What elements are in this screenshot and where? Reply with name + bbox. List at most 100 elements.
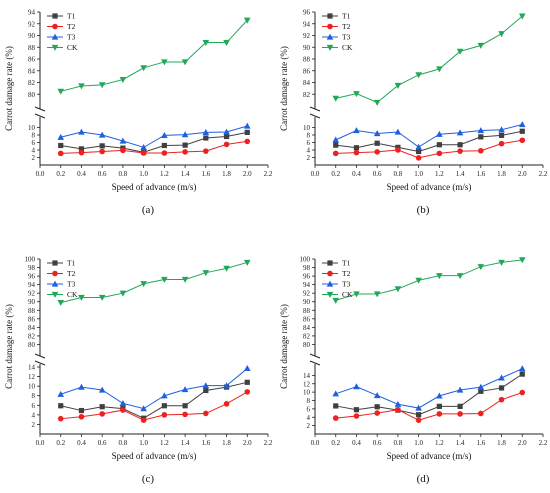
x-tick-label: 1.0 [139, 170, 148, 178]
y-tick-label: 14 [303, 372, 311, 380]
axis-break-mark [34, 360, 46, 366]
data-point-ck [332, 297, 340, 304]
y-tick-label: 90 [303, 44, 311, 52]
x-tick-label: 2.0 [518, 439, 527, 447]
legend-marker [51, 280, 59, 287]
x-tick-label: 1.6 [201, 439, 210, 447]
data-point-t1 [374, 140, 380, 146]
x-tick-label: 0.2 [331, 439, 340, 447]
x-tick-label: 0.0 [36, 439, 45, 447]
data-point-ck [415, 277, 422, 284]
legend-label: T1 [342, 259, 351, 268]
data-point-t3 [57, 390, 65, 397]
y-tick-label: 90 [28, 32, 36, 40]
axis-break [34, 353, 46, 366]
data-point-t2 [353, 413, 360, 419]
data-point-t1 [416, 412, 422, 418]
x-tick-label: 1.6 [476, 170, 485, 178]
legend-label: T1 [342, 12, 351, 21]
data-point-t2 [161, 150, 168, 156]
data-point-t3 [140, 405, 147, 412]
chart-panel-a: 80 82 84 86 88 90 92 94 2 4 6 8 10 0.0 0.2 0.4 0.6 0.8 1.0… [0, 0, 275, 246]
data-point-ck [78, 83, 85, 90]
series-t3 [332, 121, 526, 150]
data-point-t3 [373, 392, 381, 399]
x-tick-label: 1.4 [456, 439, 465, 447]
x-tick-label: 0.8 [394, 170, 403, 178]
y-tick-label: 10 [28, 383, 36, 391]
series-t3 [57, 365, 251, 412]
legend-label: T3 [67, 280, 76, 289]
series-ck [57, 17, 251, 95]
y-axis-label: Carrot damage rate (%) [279, 304, 289, 389]
data-point-t3 [57, 133, 65, 140]
x-tick-label: 1.6 [476, 439, 485, 447]
data-point-ck [78, 294, 85, 301]
y-tick-label: 4 [32, 411, 36, 419]
series-t2 [57, 138, 251, 157]
data-point-ck [477, 264, 485, 271]
y-tick-label: 10 [303, 124, 311, 132]
data-point-t1 [416, 148, 422, 155]
data-point-t1 [58, 142, 64, 149]
data-point-t3 [243, 365, 251, 372]
data-point-t2 [78, 413, 85, 420]
y-tick-label: 96 [303, 9, 311, 17]
data-point-ck [140, 281, 147, 288]
panel-label: (a) [142, 204, 155, 216]
data-point-t3 [243, 122, 251, 129]
data-point-t2 [457, 148, 463, 154]
data-point-t1 [333, 142, 339, 148]
data-point-ck [202, 270, 210, 277]
data-point-t1 [478, 134, 484, 140]
data-point-t2 [332, 150, 339, 157]
x-tick-label: 0.4 [77, 170, 86, 178]
axis-break [309, 106, 321, 119]
data-point-ck [477, 42, 485, 49]
data-point-ck [456, 273, 464, 280]
data-point-t2 [182, 411, 188, 418]
legend-marker [327, 270, 333, 277]
y-tick-label: 86 [28, 315, 36, 323]
data-point-t1 [244, 129, 250, 135]
data-point-t2 [140, 150, 147, 156]
data-point-ck [456, 48, 464, 55]
data-point-ck [243, 17, 251, 24]
legend-label: CK [67, 290, 78, 299]
series-t1 [58, 129, 250, 155]
data-point-t2 [120, 147, 126, 154]
data-point-t2 [120, 407, 126, 413]
x-axis-label: Speed of advance (m/s) [387, 451, 472, 461]
data-point-t2 [223, 141, 230, 148]
data-point-t3 [415, 404, 422, 411]
data-point-t1 [353, 407, 360, 413]
legend-marker [327, 23, 333, 30]
legend-marker [52, 23, 58, 30]
data-point-t2 [519, 137, 526, 144]
y-tick-label: 8 [307, 397, 311, 405]
series-t2 [332, 389, 526, 423]
x-tick-label: 0.2 [331, 170, 340, 178]
data-point-t3 [436, 392, 443, 399]
data-point-t2 [203, 148, 209, 154]
data-point-t2 [415, 417, 422, 423]
data-point-t3 [119, 137, 127, 144]
data-point-t2 [223, 401, 230, 407]
data-point-t3 [518, 365, 526, 372]
series-line-t3 [335, 368, 523, 409]
legend-label: T2 [342, 22, 351, 31]
y-tick-label: 82 [28, 79, 36, 87]
data-point-t2 [374, 149, 380, 155]
y-tick-label: 88 [303, 56, 311, 64]
x-tick-label: 0.0 [311, 170, 320, 178]
series-line-ck [335, 15, 523, 104]
y-tick-label: 2 [307, 154, 311, 162]
data-point-t1 [244, 379, 250, 385]
x-tick-label: 0.6 [98, 439, 107, 447]
data-point-t1 [374, 404, 380, 410]
data-point-ck [394, 286, 402, 293]
x-tick-label: 1.8 [222, 170, 231, 178]
y-tick-label: 4 [307, 414, 311, 422]
